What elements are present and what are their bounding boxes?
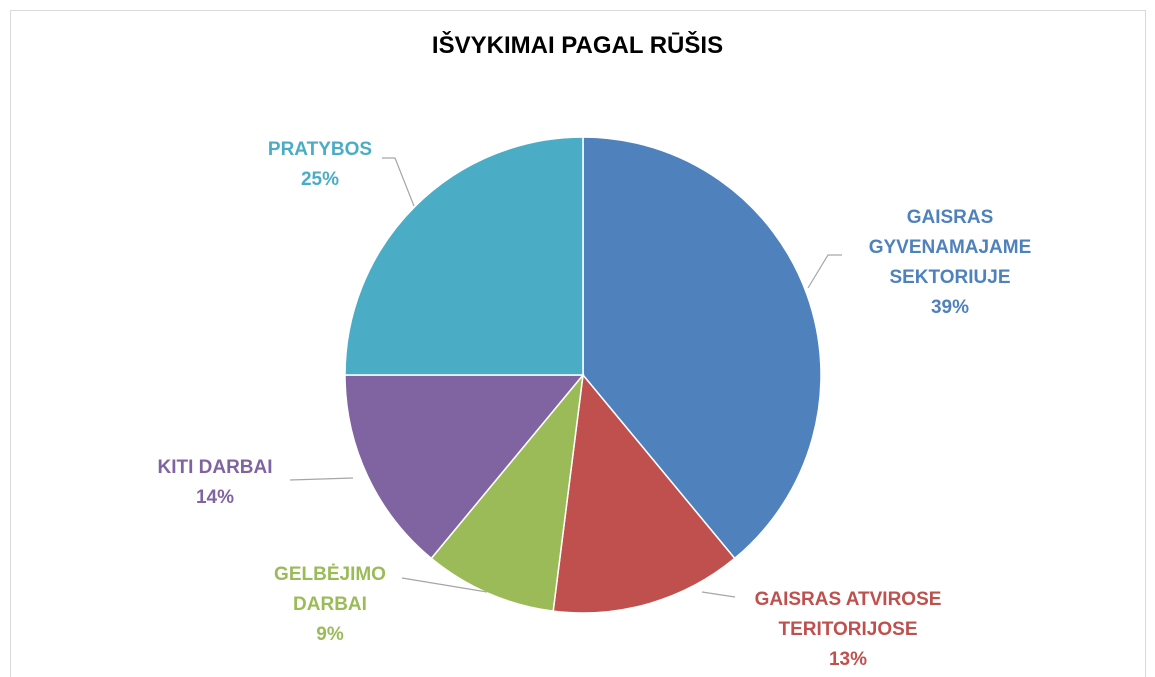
leader-line bbox=[701, 591, 736, 598]
leader-line bbox=[401, 577, 488, 593]
value-label: 25% bbox=[300, 169, 340, 190]
category-label: GELBĖJIMO DARBAI bbox=[274, 564, 386, 615]
value-label: 13% bbox=[828, 649, 868, 670]
pie-slice bbox=[552, 373, 736, 614]
data-label: GELBĖJIMO DARBAI 9% bbox=[255, 560, 405, 650]
value-label: 14% bbox=[195, 487, 235, 508]
pie-slice bbox=[430, 372, 585, 612]
pie-slice bbox=[344, 136, 584, 376]
pie-slice bbox=[344, 374, 585, 560]
value-label: 9% bbox=[316, 624, 344, 645]
chart-title: IŠVYKIMAI PAGAL RŪŠIS bbox=[431, 32, 724, 59]
leader-line bbox=[807, 254, 842, 289]
leader-line bbox=[289, 477, 354, 481]
data-label: GAISRAS GYVENAMAJAME SEKTORIUJE 39% bbox=[850, 203, 1050, 323]
category-label: GAISRAS ATVIROSE TERITORIJOSE bbox=[754, 589, 942, 640]
category-label: GAISRAS GYVENAMAJAME SEKTORIUJE bbox=[868, 207, 1032, 288]
data-label: PRATYBOS 25% bbox=[240, 135, 400, 195]
chart-frame bbox=[10, 10, 1146, 677]
data-label: KITI DARBAI 14% bbox=[135, 453, 295, 513]
category-label: KITI DARBAI bbox=[157, 457, 273, 478]
data-label: GAISRAS ATVIROSE TERITORIJOSE 13% bbox=[728, 585, 968, 675]
value-label: 39% bbox=[930, 297, 970, 318]
pie-slice bbox=[582, 136, 822, 560]
category-label: PRATYBOS bbox=[267, 139, 373, 160]
leader-line bbox=[382, 157, 415, 207]
